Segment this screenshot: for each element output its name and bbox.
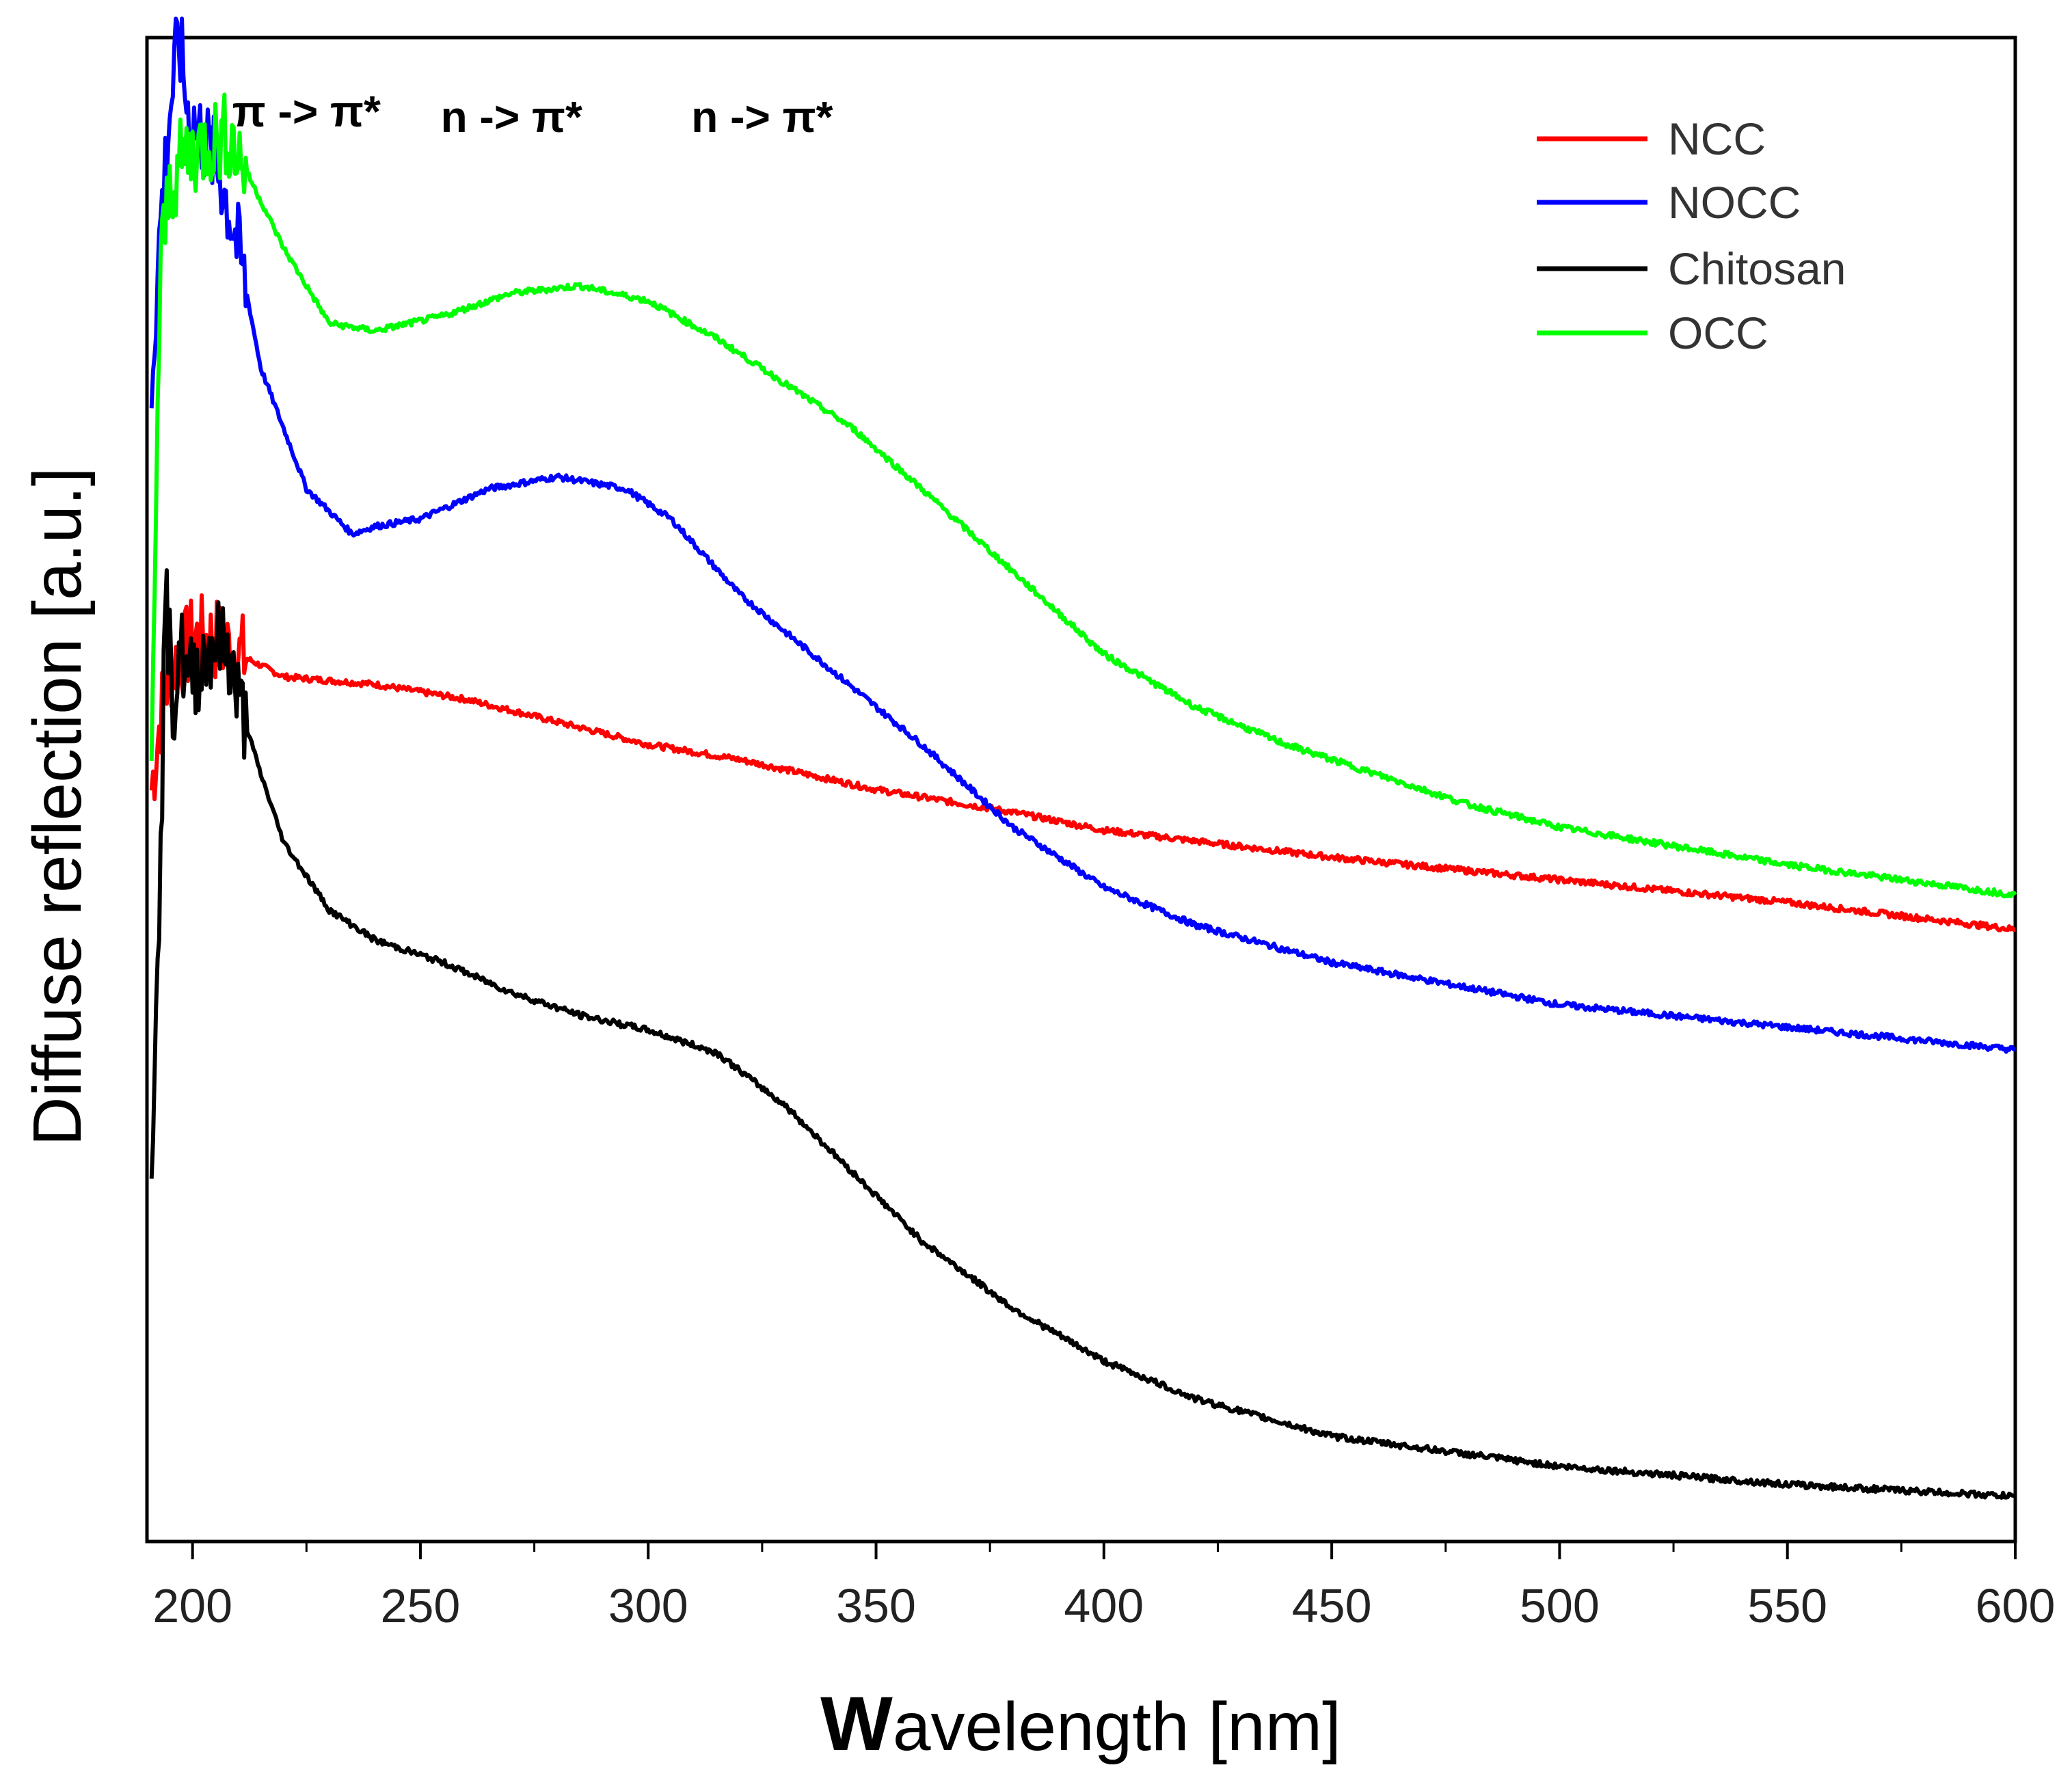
x-tick-label: 400 xyxy=(1064,1579,1144,1632)
x-axis-title: Wavelength [nm] xyxy=(820,1681,1341,1766)
series-line-nocc xyxy=(149,16,2016,1054)
legend-label-occ: OCC xyxy=(1668,308,1768,358)
legend-label-nocc: NOCC xyxy=(1668,177,1801,228)
y-axis-title: Diffuse reflection [a.u.] xyxy=(19,467,96,1146)
series-line-occ xyxy=(149,92,2017,899)
x-tick-label: 450 xyxy=(1292,1579,1372,1632)
series-line-chitosan xyxy=(149,568,2017,1500)
series-line-ncc xyxy=(149,593,2016,932)
annotation-pi-pi-star: π -> π* xyxy=(232,87,381,136)
series-layer xyxy=(149,16,2017,1500)
legend: NCC NOCC Chitosan OCC xyxy=(1537,113,1846,358)
x-tick-label: 200 xyxy=(152,1579,232,1632)
annotation-n-pi-star-1: n -> π* xyxy=(441,92,582,142)
x-axis-title-initial: W xyxy=(820,1681,893,1766)
x-tick-label: 300 xyxy=(608,1579,688,1632)
x-axis-title-rest: avelength [nm] xyxy=(893,1688,1341,1765)
legend-label-chitosan: Chitosan xyxy=(1668,243,1846,294)
plot-frame xyxy=(145,36,2017,1544)
x-tick-label: 250 xyxy=(381,1579,461,1632)
legend-label-ncc: NCC xyxy=(1668,113,1766,164)
x-tick-label: 550 xyxy=(1747,1579,1827,1632)
x-tick-label: 500 xyxy=(1520,1579,1600,1632)
x-axis-ticks xyxy=(191,1542,2017,1559)
x-axis-tick-labels: 200 250 300 350 400 450 500 550 600 xyxy=(152,1579,2055,1632)
annotation-n-pi-star-2: n -> π* xyxy=(691,92,833,142)
x-tick-label: 600 xyxy=(1976,1579,2056,1632)
x-tick-label: 350 xyxy=(836,1579,916,1632)
annotations: π -> π* n -> π* n -> π* xyxy=(232,87,833,142)
